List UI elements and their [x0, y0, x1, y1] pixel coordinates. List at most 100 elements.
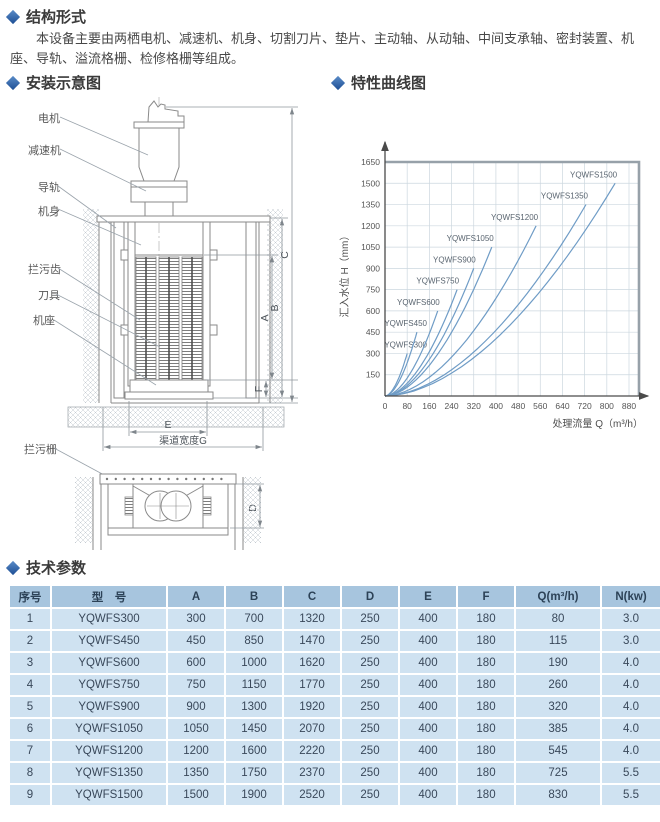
table-cell: 1 — [10, 609, 50, 629]
column-header: 型 号 — [52, 586, 166, 607]
diamond-bullet-icon — [5, 560, 21, 575]
table-cell: 900 — [168, 697, 224, 717]
table-cell: 250 — [342, 697, 398, 717]
table-cell: 400 — [400, 785, 456, 805]
rack-hole — [167, 477, 170, 481]
y-tick-label: 1200 — [361, 221, 380, 231]
table-cell: 750 — [168, 675, 224, 695]
x-tick-label: 880 — [622, 401, 636, 411]
y-tick-label: 150 — [366, 370, 380, 380]
table-cell: 5.5 — [602, 785, 660, 805]
table-cell: 1050 — [168, 719, 224, 739]
table-cell: YQWFS900 — [52, 697, 166, 717]
table-cell: 2520 — [284, 785, 340, 805]
table-cell: YQWFS1050 — [52, 719, 166, 739]
drum-circles — [144, 490, 192, 522]
diagram-label-guide-rail: 导轨 — [38, 182, 60, 194]
curve-YQWFS1350 — [384, 204, 587, 397]
table-cell: 725 — [516, 763, 600, 783]
table-cell: 1750 — [226, 763, 282, 783]
table-cell: 80 — [516, 609, 600, 629]
table-cell: 4 — [10, 675, 50, 695]
technical-parameters-table: 序号型 号 A B C D E F Q(m³/h) N(kw) 1 YQWFS300 300 700 1… — [8, 584, 660, 807]
base-box — [129, 379, 209, 393]
curve-YQWFS1200 — [384, 225, 537, 397]
table-cell: 190 — [516, 653, 600, 673]
column-header: 序号 — [10, 586, 50, 607]
diagram-label-reducer: 减速机 — [28, 145, 61, 157]
rack-hole — [149, 477, 153, 481]
table-cell: 1770 — [284, 675, 340, 695]
table-cell: 400 — [400, 631, 456, 651]
table-cell: 400 — [400, 741, 456, 761]
body-plate-left — [127, 221, 136, 387]
table-cell: 250 — [342, 675, 398, 695]
x-tick-label: 160 — [422, 401, 436, 411]
table-cell: 180 — [458, 631, 514, 651]
rack-hole — [123, 477, 126, 481]
leader-lines — [53, 116, 161, 477]
guide-rail-right — [245, 221, 257, 399]
curve-label: YQWFS1350 — [541, 192, 589, 201]
x-tick-label: 0 — [383, 401, 388, 411]
section-heading-structure: 结构形式 — [5, 6, 86, 27]
y-tick-label: 1050 — [361, 242, 380, 252]
y-tick-label: 300 — [366, 348, 380, 358]
diagram-label-body: 机身 — [38, 206, 60, 218]
machine-front-view — [67, 97, 285, 428]
structure-description: 本设备主要由两栖电机、减速机、机身、切割刀片、垫片、主动轴、从动轴、中间支承轴、… — [10, 31, 635, 67]
diagram-label-trash-teeth: 拦污齿 — [28, 264, 61, 276]
table-cell: 545 — [516, 741, 600, 761]
table-cell: 180 — [458, 697, 514, 717]
table-cell: 2220 — [284, 741, 340, 761]
x-axis-title: 处理流量 Q（m³/h） — [552, 417, 643, 430]
table-cell: 250 — [342, 653, 398, 673]
rack-hole — [185, 477, 188, 481]
base-plate — [124, 391, 214, 400]
table-row: 8 YQWFS1350 1350 1750 2370 250 400 180 725 5.5 — [10, 763, 660, 783]
table-cell: 250 — [342, 609, 398, 629]
diagram-label-base: 机座 — [33, 315, 55, 327]
column-header: N(kw) — [602, 586, 660, 607]
table-cell: 2 — [10, 631, 50, 651]
column-header: B — [226, 586, 282, 607]
table-row: 7 YQWFS1200 1200 1600 2220 250 400 180 545 4.0 — [10, 741, 660, 761]
table-cell: 8 — [10, 763, 50, 783]
x-tick-label: 240 — [444, 401, 458, 411]
x-tick-label: 560 — [533, 401, 547, 411]
table-header: 序号型 号 A B C D E F Q(m³/h) N(kw) — [10, 586, 660, 607]
table-cell: 250 — [342, 785, 398, 805]
table-cell: 400 — [400, 697, 456, 717]
section-heading-installation: 安装示意图 — [5, 72, 101, 93]
dim-label-a: A — [259, 314, 271, 321]
table-cell: 250 — [342, 741, 398, 761]
table-cell: 600 — [168, 653, 224, 673]
table-cell: 1500 — [168, 785, 224, 805]
table-cell: 1150 — [226, 675, 282, 695]
curve-YQWFS450 — [384, 332, 418, 397]
table-cell: YQWFS600 — [52, 653, 166, 673]
plot-frame — [385, 160, 641, 396]
table-cell: 2070 — [284, 719, 340, 739]
y-tick-label: 1350 — [361, 200, 380, 210]
table-cell: 1200 — [168, 741, 224, 761]
table-body: 1 YQWFS300 300 700 1320 250 400 180 80 3.0 2 YQWFS4… — [10, 609, 660, 805]
table-cell: 180 — [458, 785, 514, 805]
table-cell: 1620 — [284, 653, 340, 673]
column-header: A — [168, 586, 224, 607]
rack-hole — [158, 477, 161, 481]
table-cell: 1450 — [226, 719, 282, 739]
table-cell: 320 — [516, 697, 600, 717]
table-cell: 3 — [10, 653, 50, 673]
table-cell: 830 — [516, 785, 600, 805]
column-header: F — [458, 586, 514, 607]
table-cell: 3.0 — [602, 609, 660, 629]
section-heading-curves: 特性曲线图 — [330, 72, 426, 93]
table-row: 4 YQWFS750 750 1150 1770 250 400 180 260 4.0 — [10, 675, 660, 695]
table-cell: 3.0 — [602, 631, 660, 651]
table-cell: 400 — [400, 653, 456, 673]
drive-column — [144, 201, 174, 217]
column-header: C — [284, 586, 340, 607]
table-cell: 700 — [226, 609, 282, 629]
curve-label: YQWFS900 — [433, 255, 476, 264]
